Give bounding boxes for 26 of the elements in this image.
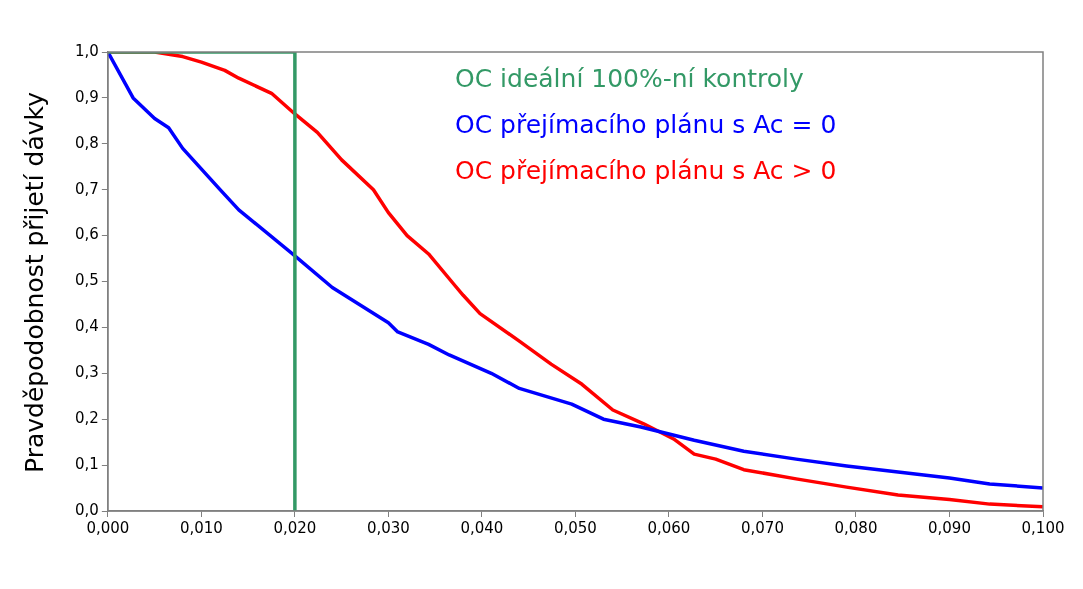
y-tick-label: 0,4 (75, 317, 99, 336)
y-tick-label: 1,0 (75, 41, 99, 60)
text: OC přejímacího plánu s Ac = 0 (455, 109, 837, 141)
y-tick-label: 0,7 (75, 179, 99, 198)
y-tick-label: 0,9 (75, 87, 99, 106)
x-tick-label: 0,040 (460, 518, 504, 537)
text: OC ideální 100%-ní kontroly (455, 63, 805, 95)
x-tick-label: 0,100 (1021, 518, 1065, 537)
x-tick-label: 0,090 (928, 518, 971, 537)
y-tick-label: 0,2 (75, 409, 99, 428)
x-tick-label: 0,060 (647, 518, 691, 537)
y-tick-label: 0,3 (75, 363, 99, 382)
x-tick-label: 0,010 (179, 518, 223, 537)
x-tick-label: 0,030 (366, 518, 410, 537)
y-tick-label: 0,0 (75, 500, 99, 519)
x-tick-label: 0,020 (273, 518, 317, 537)
y-tick-label: 0,8 (75, 133, 99, 152)
y-axis-title: Pravděpodobnost přijetí dávky (19, 91, 49, 473)
y-tick-label: 0,5 (75, 271, 99, 290)
x-tick-label: 0,080 (834, 518, 878, 537)
x-tick-label: 0,070 (740, 518, 784, 537)
x-tick-label: 0,000 (86, 518, 130, 537)
y-tick-label: 0,6 (75, 225, 99, 244)
y-tick-label: 0,1 (75, 454, 99, 473)
text: OC přejímacího plánu s Ac > 0 (455, 155, 837, 187)
x-tick-label: 0,050 (553, 518, 597, 537)
